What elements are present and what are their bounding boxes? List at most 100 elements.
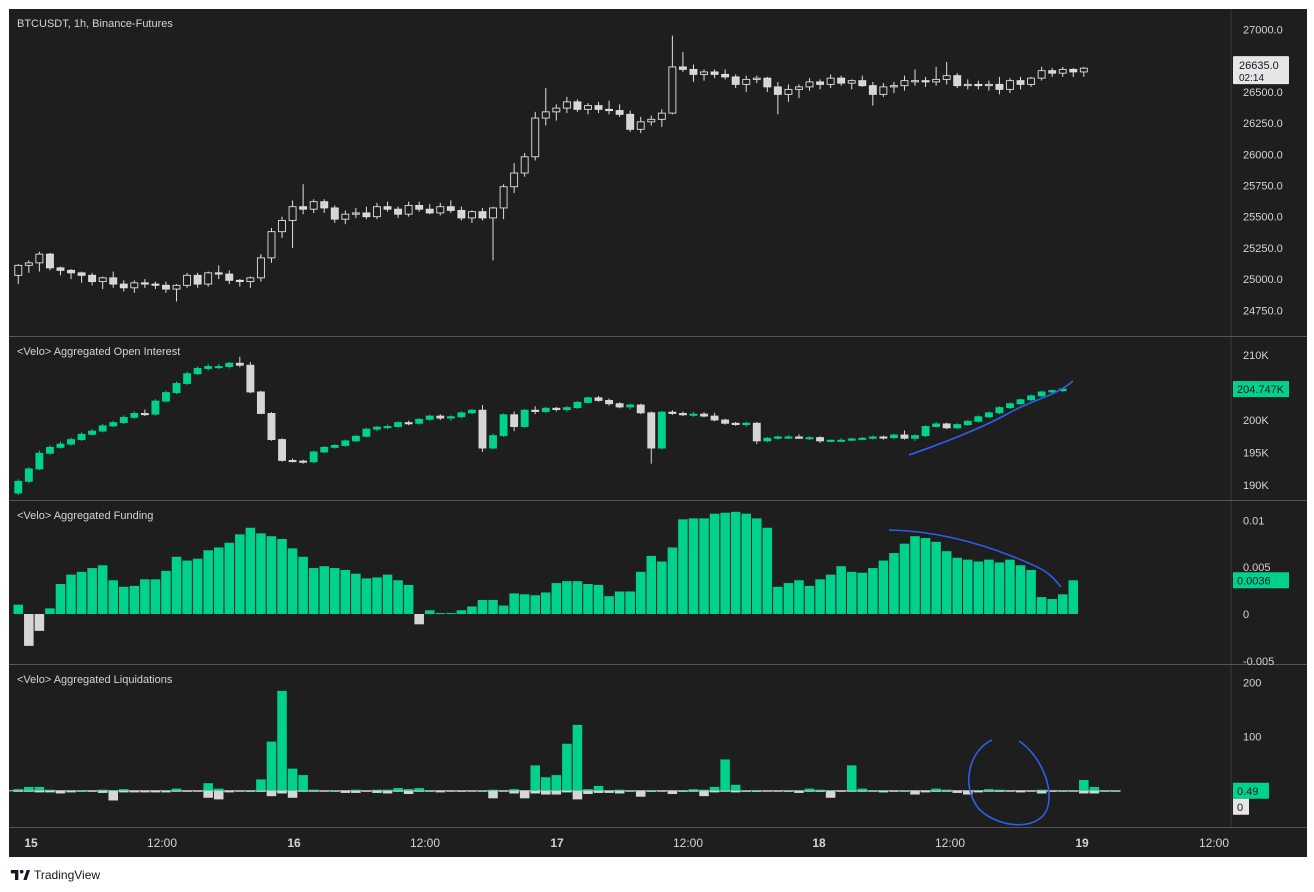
candle-body [478,409,487,449]
funding-bar [519,594,530,614]
liquidation-short-bar [920,790,931,793]
liquidation-long-bar [76,790,87,792]
candle-body [404,204,413,215]
liquidation-long-bar [171,788,182,791]
liquidation-short-bar [192,790,203,792]
funding-bar [741,513,751,614]
liquidation-long-bar [572,724,583,791]
liquidation-long-bar [688,789,699,791]
candle-body [921,80,930,83]
candle-body [731,76,740,85]
candle-body [510,172,519,188]
liquidation-long-bar [973,790,984,792]
funding-bar [899,543,910,614]
candle-body [594,397,603,401]
liquidation-short-bar [403,790,414,794]
liquidation-short-bar [66,790,76,793]
price-tick-label: 195K [1243,448,1269,460]
candle-body [552,107,561,113]
price-tick-label: 26250.0 [1243,118,1283,130]
candle-body [330,444,339,448]
candle-body [657,112,666,120]
candle-body [700,71,708,75]
candle-body [816,81,825,85]
funding-bar [361,578,372,614]
liquidation-long-bar [646,790,657,792]
funding-bar [13,604,24,614]
candle-body [710,415,719,421]
liquidation-short-bar [804,790,815,792]
candle-body [351,435,360,442]
candle-body [805,437,814,440]
funding-bar [34,614,45,631]
candle-body [267,413,276,441]
candle-body [858,437,867,440]
funding-bar [119,586,129,614]
funding-bar [857,572,868,614]
liquidation-long-bar [941,789,952,791]
candle-body [953,424,962,429]
chart-canvas[interactable]: BTCUSDT, 1h, Binance-Futures 24750.0 25000… [9,9,1307,857]
liquidation-long-bar [13,789,24,791]
liquidation-short-bar [1005,790,1015,792]
liquidation-long-bar [551,775,562,791]
last-price-value: 26635.0 [1239,60,1279,72]
liquidation-short-bar [382,790,393,794]
funding-bar [730,511,741,614]
candle-body [953,75,962,87]
liquidation-short-bar [952,790,962,793]
liquidation-short-bar [762,790,773,792]
candle-body [383,206,392,210]
candle-body [963,83,972,87]
candle-body [225,362,234,367]
liquidation-short-bar [1068,790,1079,792]
funding-bar [245,527,256,614]
chart-frame[interactable]: BTCUSDT, 1h, Binance-Futures 24750.0 25000… [9,9,1307,857]
funding-bar [87,568,97,614]
funding-bar [45,608,55,614]
footer[interactable]: TradingView [10,866,100,884]
liquidation-long-bar [203,783,213,791]
candle-body [193,274,202,285]
funding-bar [256,533,266,614]
time-axis-label: 18 [812,836,826,850]
price-tick-label: 25000.0 [1243,274,1283,286]
liquidation-long-bar [161,790,171,792]
candle-body [425,208,434,214]
candle-body [278,439,286,461]
liquidation-short-bar [256,790,266,792]
candle-body [394,208,403,215]
candle-body [77,272,86,276]
open-interest-annotation-line [908,380,1074,456]
liquidation-long-bar [414,788,424,791]
liquidation-long-bar [330,790,340,792]
funding-badge [1233,572,1289,589]
liquidation-short-bar [97,790,108,793]
candle-body [1079,67,1088,73]
candle-body [404,422,413,425]
liquidation-long-bar [66,790,76,792]
indicator-title: <Velo> Aggregated Liquidations [17,674,173,686]
funding-bar [435,613,446,615]
funding-bar [446,613,456,615]
open-interest-value: 204.747K [1237,384,1285,396]
liquidation-long-bar [541,777,551,791]
candle-body [351,212,360,215]
liquidation-long-bar [593,785,604,791]
liquidation-long-bar [1057,790,1068,792]
liquidation-short-bar [108,790,118,801]
liquidation-short-bar [414,790,424,792]
liquidation-long-bar [709,786,720,791]
liquidation-short-bar [446,790,456,792]
candle-body [510,414,519,427]
candle-body [35,253,44,264]
candle-body [605,399,614,405]
funding-bar [678,519,688,614]
funding-bar [941,551,952,614]
candle-body [1048,390,1057,393]
candle-body [773,436,782,439]
liquidations-zero-value: 0 [1237,802,1243,814]
candle-body [299,206,308,210]
candle-body [278,219,286,233]
candle-body [584,397,592,403]
